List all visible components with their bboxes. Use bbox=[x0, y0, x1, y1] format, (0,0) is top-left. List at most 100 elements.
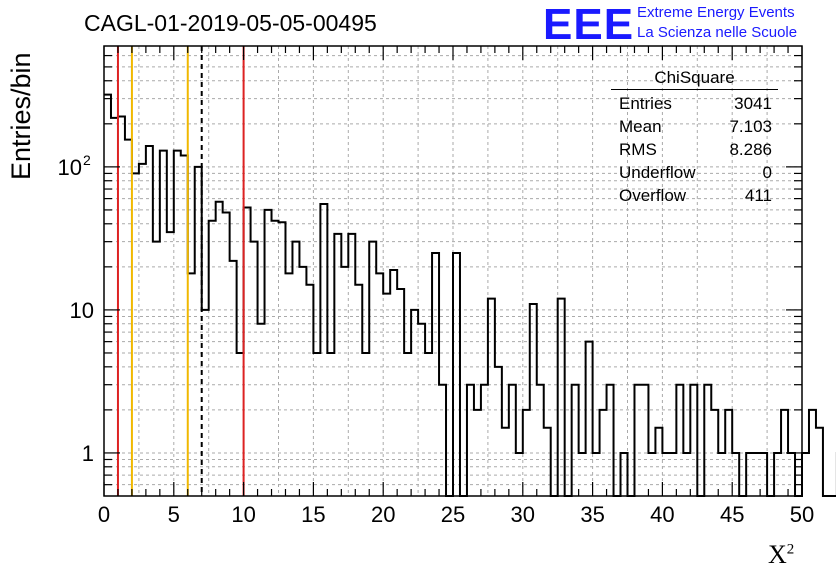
histogram-bin bbox=[132, 173, 139, 496]
logo-line-2: La Scienza nelle Scuole bbox=[637, 24, 798, 41]
histogram-bin bbox=[160, 151, 167, 496]
x-tick-label: 0 bbox=[98, 502, 110, 527]
x-tick-label: 35 bbox=[580, 502, 604, 527]
x-axis-label-base: X bbox=[768, 540, 787, 569]
histogram-bin bbox=[802, 453, 809, 496]
logo-caption: Extreme Energy Events La Scienza nelle S… bbox=[637, 3, 797, 43]
histogram-bin bbox=[683, 453, 690, 496]
histogram-bin bbox=[509, 385, 516, 496]
histogram-bin bbox=[306, 285, 313, 496]
stats-label: Mean bbox=[619, 117, 662, 136]
histogram-bin bbox=[760, 453, 767, 496]
histogram-bin bbox=[488, 299, 495, 496]
histogram-bin bbox=[432, 253, 439, 496]
histogram-bin bbox=[237, 353, 244, 496]
histogram-bin bbox=[530, 304, 537, 496]
histogram-bin bbox=[523, 410, 530, 496]
histogram-bin bbox=[558, 299, 565, 496]
histogram-bin bbox=[481, 385, 488, 496]
histogram-bin bbox=[376, 273, 383, 496]
y-tick-label-sup: 2 bbox=[83, 152, 91, 168]
histogram-bin bbox=[341, 267, 348, 496]
stats-row: Overflow 411 bbox=[611, 184, 778, 207]
x-axis-label-sup: 2 bbox=[786, 541, 795, 558]
stats-value: 0 bbox=[762, 163, 772, 182]
histogram-bin bbox=[572, 385, 579, 496]
histogram-bin bbox=[711, 410, 718, 496]
histogram-bin bbox=[383, 294, 390, 496]
histogram-bin bbox=[251, 242, 258, 496]
histogram-bin bbox=[313, 353, 320, 496]
histogram-bin bbox=[809, 410, 816, 496]
histogram-bin bbox=[167, 232, 174, 496]
x-tick-label: 20 bbox=[371, 502, 395, 527]
histogram-bin bbox=[439, 385, 446, 496]
histogram-bin bbox=[516, 453, 523, 496]
histogram-bin bbox=[397, 289, 404, 496]
histogram-bin bbox=[299, 267, 306, 496]
histogram-bin bbox=[216, 202, 223, 496]
histogram-bin bbox=[788, 453, 795, 496]
histogram-bin bbox=[467, 385, 474, 496]
histogram-bin bbox=[181, 156, 188, 496]
x-axis-label: X2 bbox=[768, 540, 794, 570]
histogram-bin bbox=[195, 167, 202, 496]
stats-rows: Entries 3041 Mean 7.103 RMS 8.286 Underflow 0 Ov… bbox=[611, 92, 778, 207]
stats-value: 7.103 bbox=[729, 117, 772, 136]
stats-label: Underflow bbox=[619, 163, 696, 182]
histogram-bin bbox=[690, 385, 697, 496]
histogram-bin bbox=[334, 234, 341, 496]
histogram-bin bbox=[593, 453, 600, 496]
histogram-bin bbox=[746, 453, 753, 496]
histogram-bin bbox=[634, 385, 641, 496]
histogram-bin bbox=[320, 204, 327, 496]
histogram-bin bbox=[272, 221, 279, 496]
histogram-bin bbox=[244, 207, 251, 496]
histogram-bin bbox=[223, 212, 230, 496]
histogram-bin bbox=[404, 353, 411, 496]
histogram-bin bbox=[662, 453, 669, 496]
histogram-bin bbox=[544, 428, 551, 496]
histogram-bin bbox=[502, 428, 509, 496]
y-tick-label: 1 bbox=[82, 441, 94, 466]
histogram-bin bbox=[188, 273, 195, 496]
histogram-bin bbox=[279, 222, 286, 496]
histogram-bin bbox=[774, 453, 781, 496]
x-tick-label: 5 bbox=[168, 502, 180, 527]
histogram-bin bbox=[641, 385, 648, 496]
histogram-bin bbox=[411, 310, 418, 496]
histogram-bin bbox=[621, 453, 628, 496]
x-tick-label: 50 bbox=[790, 502, 814, 527]
histogram-bin bbox=[669, 453, 676, 496]
stats-label: Entries bbox=[619, 94, 672, 113]
histogram-bin bbox=[202, 310, 209, 496]
histogram-bin bbox=[648, 453, 655, 496]
histogram-bin bbox=[118, 117, 125, 496]
stats-value: 411 bbox=[744, 186, 772, 205]
x-tick-label: 10 bbox=[231, 502, 255, 527]
histogram-bin bbox=[153, 242, 160, 496]
histogram-bin bbox=[146, 146, 153, 496]
histogram-bin bbox=[537, 385, 544, 496]
stats-row: Entries 3041 bbox=[611, 92, 778, 115]
histogram-bin bbox=[265, 210, 272, 496]
histogram-bin bbox=[327, 353, 334, 496]
histogram-bin bbox=[348, 234, 355, 496]
histogram-bin bbox=[390, 270, 397, 496]
histogram-bin bbox=[732, 453, 739, 496]
stats-row: RMS 8.286 bbox=[611, 138, 778, 161]
histogram-bin bbox=[125, 140, 132, 496]
x-tick-label: 25 bbox=[441, 502, 465, 527]
histogram-bin bbox=[704, 385, 711, 496]
histogram-bin bbox=[174, 151, 181, 496]
histogram-bin bbox=[285, 273, 292, 496]
histogram-bin bbox=[258, 324, 265, 496]
histogram-bin bbox=[292, 242, 299, 496]
histogram-bin bbox=[139, 164, 146, 496]
stats-label: RMS bbox=[619, 140, 657, 159]
x-tick-label: 15 bbox=[301, 502, 325, 527]
x-tick-label: 40 bbox=[650, 502, 674, 527]
histogram-bin bbox=[753, 453, 760, 496]
histogram-bin bbox=[418, 324, 425, 496]
